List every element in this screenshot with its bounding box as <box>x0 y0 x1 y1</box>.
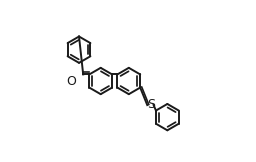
Text: O: O <box>67 75 76 88</box>
Text: S: S <box>147 98 155 111</box>
